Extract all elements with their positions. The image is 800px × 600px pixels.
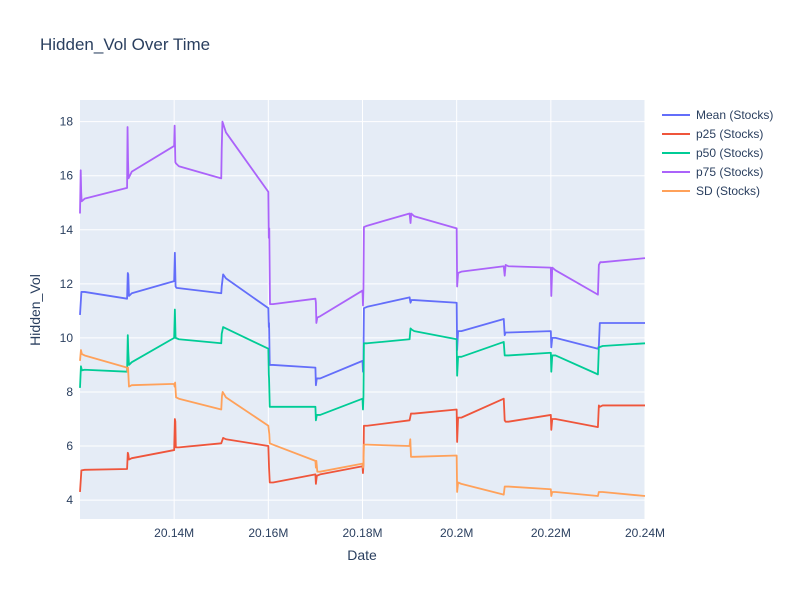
x-tick-label: 20.18M: [342, 526, 382, 540]
x-tick-label: 20.24M: [625, 526, 665, 540]
series-line-2[interactable]: [79, 308, 646, 422]
y-tick-label: 18: [60, 115, 74, 129]
y-axis-title: Hidden_Vol: [27, 274, 43, 346]
series-line-3[interactable]: [79, 120, 646, 324]
y-tick-label: 16: [60, 169, 74, 183]
x-axis-ticks: 20.14M 20.16M 20.18M 20.2M 20.22M 20.24M: [154, 526, 665, 540]
series-line-0[interactable]: [79, 251, 645, 387]
legend-item-label[interactable]: p25 (Stocks): [696, 127, 763, 141]
x-tick-label: 20.22M: [531, 526, 571, 540]
y-axis-ticks: 4 6 8 10 12 14 16 18: [60, 115, 74, 507]
legend-item-label[interactable]: p75 (Stocks): [696, 165, 763, 179]
x-tick-label: 20.2M: [440, 526, 473, 540]
legend: Mean (Stocks) p25 (Stocks) p50 (Stocks) p75…: [662, 108, 773, 198]
series-lines: [79, 120, 646, 497]
legend-item-label[interactable]: Mean (Stocks): [696, 108, 773, 122]
legend-item-label[interactable]: p50 (Stocks): [696, 146, 763, 160]
series-line-4[interactable]: [79, 349, 646, 497]
y-tick-label: 6: [66, 439, 73, 453]
series-line-1[interactable]: [79, 397, 645, 493]
y-tick-label: 12: [60, 277, 74, 291]
chart-title: Hidden_Vol Over Time: [40, 35, 210, 54]
x-tick-label: 20.14M: [154, 526, 194, 540]
y-tick-label: 10: [60, 331, 74, 345]
x-axis-title: Date: [347, 547, 377, 563]
y-tick-label: 4: [66, 493, 73, 507]
legend-item-label[interactable]: SD (Stocks): [696, 184, 760, 198]
y-tick-label: 8: [66, 385, 73, 399]
y-tick-label: 14: [60, 223, 74, 237]
x-tick-label: 20.16M: [248, 526, 288, 540]
